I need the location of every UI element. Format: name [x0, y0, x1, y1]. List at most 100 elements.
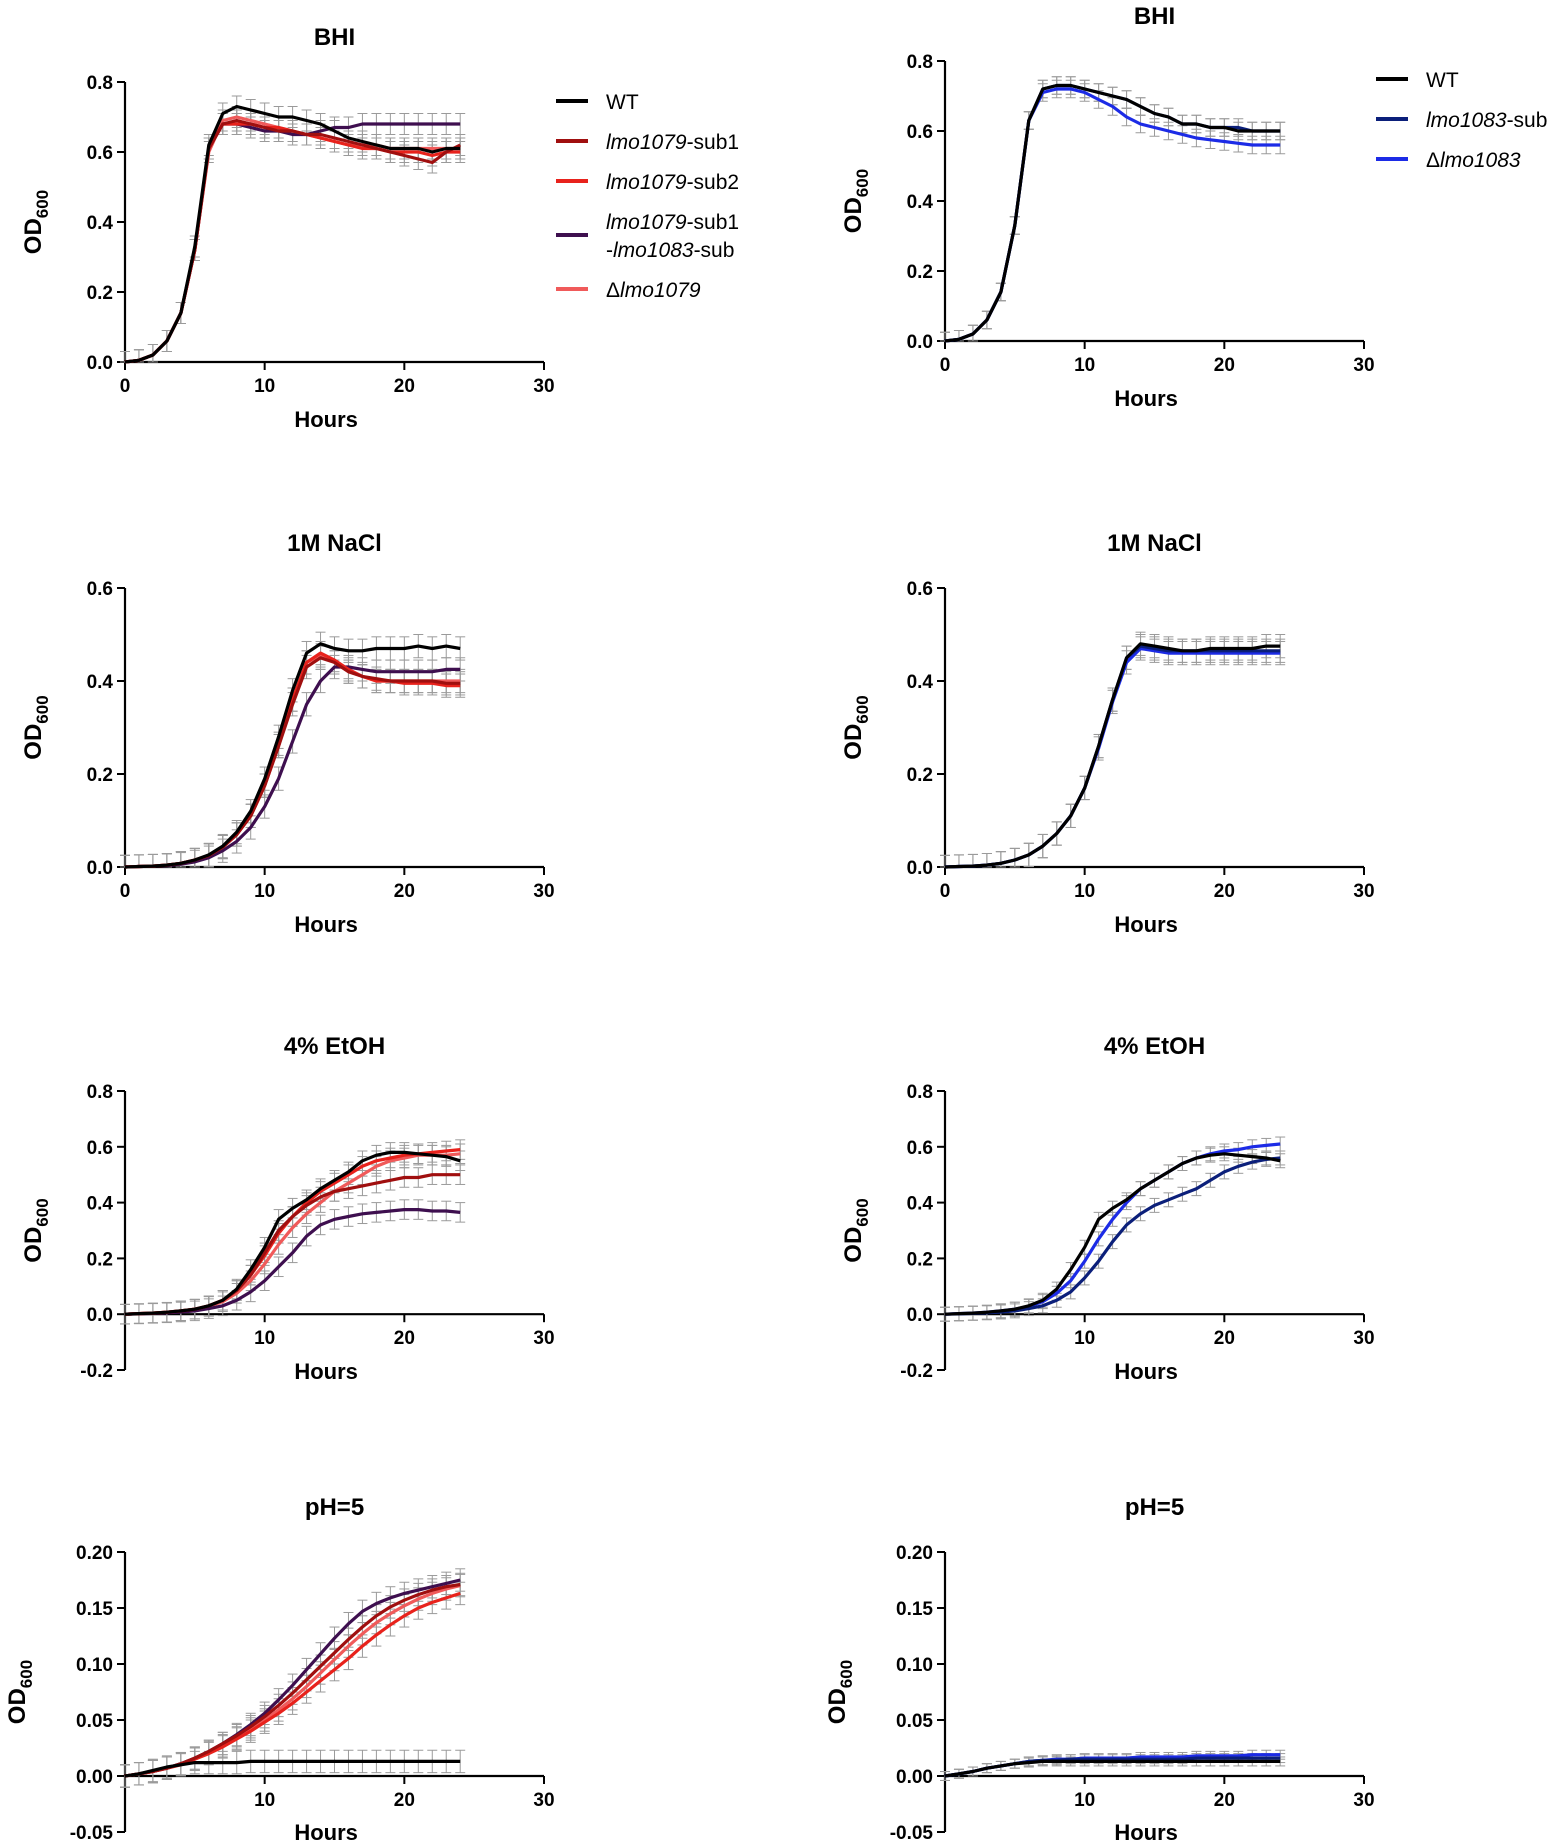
- x-tick-label: 20: [1214, 355, 1235, 376]
- error-bars: [120, 631, 466, 868]
- legend-label-part: -sub1: [687, 131, 740, 154]
- x-tick-label: 20: [394, 881, 415, 902]
- legend-label-part: -sub2: [687, 171, 740, 194]
- legend-label-part: WT: [606, 91, 639, 114]
- series-line-lmo1083-sub: [944, 644, 1281, 869]
- legend-left: WTlmo1079-sub1lmo1079-sub2lmo1079-sub1-l…: [556, 91, 739, 302]
- x-tick-label: 30: [533, 376, 554, 397]
- y-axis-label-main: OD: [840, 1227, 867, 1263]
- chart-panel-8: pH=5 -0.05 0.00 0.05 0.10 0.15 0.20 10 20 30 Hours…: [824, 1494, 1375, 1845]
- series-line-wt: [944, 83, 1281, 343]
- y-tick-label: 0.4: [87, 213, 114, 234]
- y-tick-label: 0.4: [907, 1194, 934, 1215]
- x-axis-label: Hours: [294, 912, 358, 937]
- legend-label-part: lmo1083: [613, 239, 694, 262]
- y-axis-label: OD600: [824, 1660, 856, 1724]
- legend-label-wt: WT: [606, 91, 639, 114]
- series-line-wt: [124, 1150, 461, 1316]
- legend-label-line2-lmo1079-sub1-lmo1083-sub: -lmo1083-sub: [606, 239, 734, 262]
- y-tick-label: 0.0: [907, 332, 933, 353]
- y-axis-label-subscript: 600: [33, 190, 52, 218]
- chart-title: pH=5: [305, 1494, 364, 1521]
- x-tick-label: 0: [940, 881, 951, 902]
- error-bars: [940, 631, 1286, 868]
- y-tick-label: 0.2: [87, 765, 113, 786]
- legend-label-lmo1079-sub1: lmo1079-sub1: [606, 131, 739, 154]
- chart-panel-4: 1M NaCl 0.0 0.2 0.4 0.6 0 10 20 30 Hours OD600: [840, 530, 1375, 937]
- legend-label-part: lmo1083: [1440, 149, 1521, 172]
- legend-label-part: lmo1083: [1426, 109, 1507, 132]
- chart-panel-5: 4% EtOH -0.2 0.0 0.2 0.4 0.6 0.8 10 20 30 Hours OD6…: [20, 1033, 555, 1384]
- x-tick-label: 10: [1074, 1328, 1095, 1349]
- y-axis-label: OD600: [840, 695, 872, 759]
- chart-title: 4% EtOH: [284, 1033, 385, 1060]
- legend-label-part: Δ: [1426, 149, 1440, 172]
- y-tick-label: 0.00: [76, 1767, 113, 1788]
- y-tick-label: 0.10: [76, 1655, 113, 1676]
- error-bars: [940, 1136, 1286, 1322]
- series-line-wt: [124, 642, 461, 869]
- legend-label-part: lmo1079: [606, 171, 687, 194]
- x-tick-label: 0: [120, 376, 131, 397]
- chart-panel-6: 4% EtOH -0.2 0.0 0.2 0.4 0.6 0.8 10 20 30 Hours OD6…: [840, 1033, 1375, 1384]
- x-axis-label: Hours: [1114, 1359, 1178, 1384]
- x-tick-label: 0: [120, 881, 131, 902]
- y-axis-label: OD600: [20, 695, 52, 759]
- series-line-wt: [124, 104, 461, 364]
- x-tick-label: 20: [1214, 1790, 1235, 1811]
- legend-label-lmo1079-sub2: lmo1079-sub2: [606, 171, 739, 194]
- x-tick-label: 30: [1353, 1328, 1374, 1349]
- y-tick-label: 0.2: [907, 765, 933, 786]
- y-tick-label: 0.6: [907, 122, 933, 143]
- legend-label-lmo1083-sub: lmo1083-sub: [1426, 109, 1547, 132]
- chart-title: pH=5: [1125, 1494, 1184, 1521]
- y-tick-label: 0.8: [87, 73, 113, 94]
- chart-title: 4% EtOH: [1104, 1033, 1205, 1060]
- x-tick-label: 10: [254, 1790, 275, 1811]
- y-tick-label: 0.2: [907, 262, 933, 283]
- x-tick-label: 20: [1214, 881, 1235, 902]
- legend-label-part: WT: [1426, 69, 1459, 92]
- y-tick-label: 0.4: [907, 672, 934, 693]
- y-tick-label: 0.6: [907, 1138, 933, 1159]
- y-tick-label: -0.05: [890, 1823, 934, 1844]
- y-axis-label-subscript: 600: [33, 695, 52, 723]
- y-tick-label: 0.6: [87, 1138, 113, 1159]
- y-tick-label: 0.15: [76, 1599, 113, 1620]
- legend-label-lmo1079: Δlmo1079: [606, 279, 701, 302]
- y-axis-label: OD600: [840, 169, 872, 233]
- chart-panel-2: BHI 0.0 0.2 0.4 0.6 0.8 0 10 20 30 Hours OD600: [840, 3, 1375, 411]
- y-tick-label: 0.10: [896, 1655, 933, 1676]
- x-tick-label: 10: [254, 881, 275, 902]
- x-tick-label: 30: [533, 1328, 554, 1349]
- y-tick-label: 0.2: [907, 1249, 933, 1270]
- chart-panel-3: 1M NaCl 0.0 0.2 0.4 0.6 0 10 20 30 Hours OD600: [20, 530, 555, 937]
- y-axis-label-main: OD: [824, 1688, 851, 1724]
- series-line-wt: [944, 1152, 1281, 1316]
- y-tick-label: 0.15: [896, 1599, 933, 1620]
- y-tick-label: -0.2: [80, 1361, 113, 1382]
- legend-label-lmo1083: Δlmo1083: [1426, 149, 1521, 172]
- x-axis-label: Hours: [1114, 1820, 1178, 1845]
- x-tick-label: 30: [1353, 1790, 1374, 1811]
- y-tick-label: 0.8: [907, 52, 933, 73]
- y-axis-label: OD600: [4, 1660, 36, 1724]
- series-line-wt: [944, 1759, 1281, 1778]
- series-line-wt: [124, 1759, 461, 1778]
- x-tick-label: 10: [1074, 881, 1095, 902]
- x-tick-label: 10: [1074, 1790, 1095, 1811]
- y-tick-label: 0.00: [896, 1767, 933, 1788]
- y-tick-label: 0.4: [87, 672, 114, 693]
- y-axis-label-subscript: 600: [837, 1660, 856, 1688]
- chart-title: BHI: [314, 24, 355, 51]
- y-tick-label: 0.0: [87, 858, 113, 879]
- legend-label-part: -sub: [694, 239, 735, 262]
- series-line-lmo1083: [944, 646, 1281, 869]
- y-axis-label-main: OD: [20, 218, 47, 254]
- x-tick-label: 20: [394, 1790, 415, 1811]
- legend-label-part: -sub: [1507, 109, 1548, 132]
- y-axis-label-main: OD: [840, 197, 867, 233]
- legend-label-wt: WT: [1426, 69, 1459, 92]
